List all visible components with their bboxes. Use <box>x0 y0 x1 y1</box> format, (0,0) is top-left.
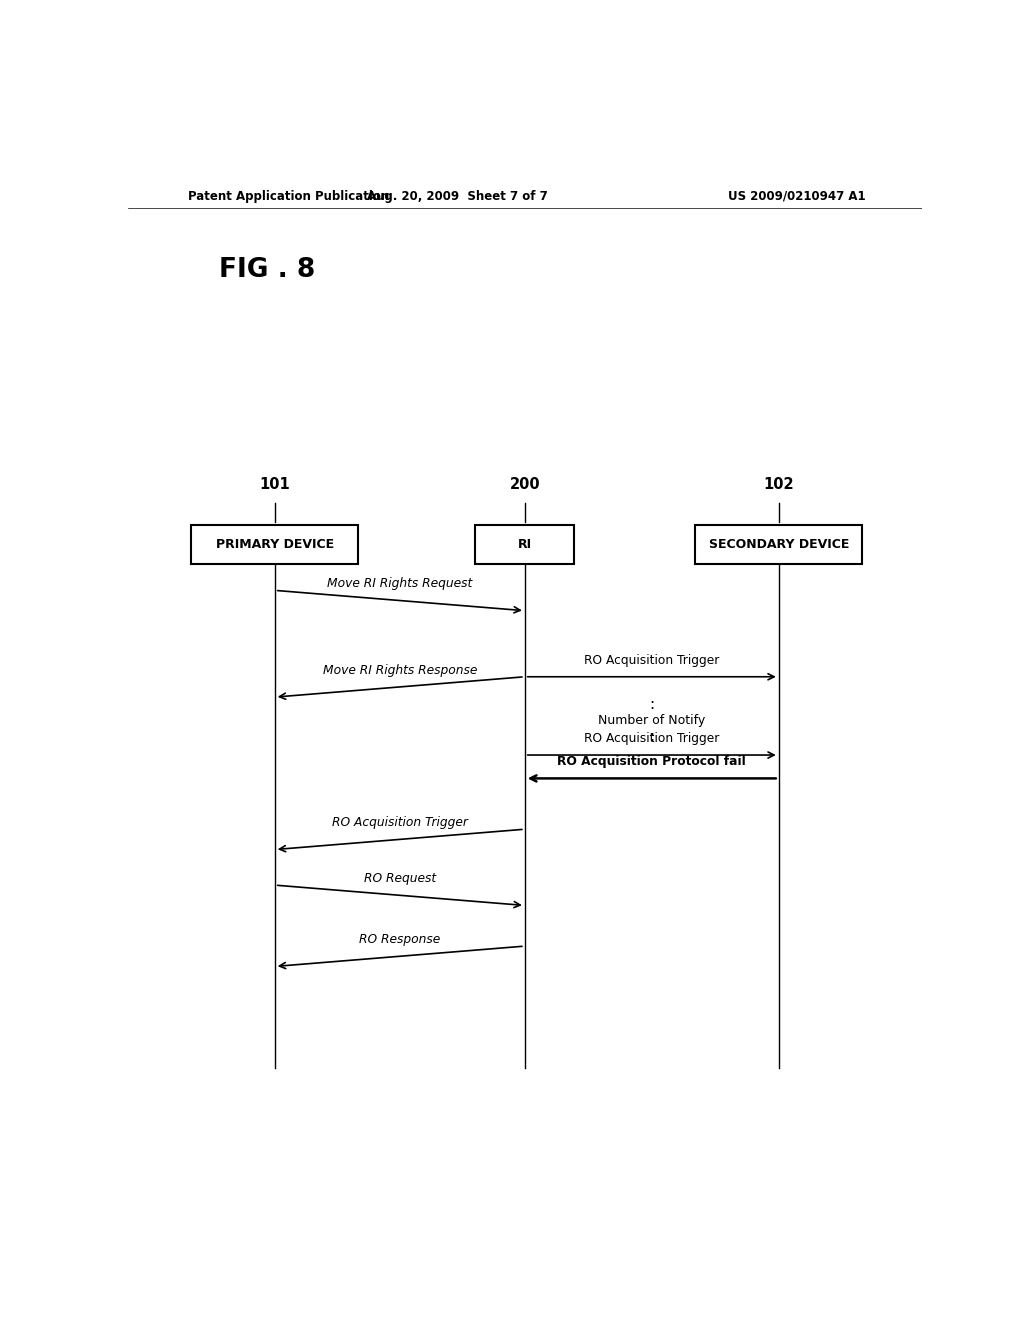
Text: RO Acquisition Protocol fail: RO Acquisition Protocol fail <box>557 755 746 768</box>
Text: Move RI Rights Response: Move RI Rights Response <box>323 664 477 677</box>
Text: :: : <box>649 729 654 744</box>
Text: RO Request: RO Request <box>364 873 436 886</box>
Text: 200: 200 <box>510 477 540 492</box>
Text: Aug. 20, 2009  Sheet 7 of 7: Aug. 20, 2009 Sheet 7 of 7 <box>367 190 548 202</box>
Text: 101: 101 <box>259 477 290 492</box>
Text: RO Acquisition Trigger: RO Acquisition Trigger <box>584 653 720 667</box>
FancyBboxPatch shape <box>475 525 574 564</box>
Text: RO Response: RO Response <box>359 933 440 946</box>
Text: Patent Application Publication: Patent Application Publication <box>187 190 389 202</box>
Text: :: : <box>649 697 654 711</box>
FancyBboxPatch shape <box>191 525 358 564</box>
Text: PRIMARY DEVICE: PRIMARY DEVICE <box>216 539 334 552</box>
Text: 102: 102 <box>764 477 794 492</box>
Text: Number of Notify: Number of Notify <box>598 714 706 727</box>
FancyBboxPatch shape <box>695 525 862 564</box>
Text: SECONDARY DEVICE: SECONDARY DEVICE <box>709 539 849 552</box>
Text: US 2009/0210947 A1: US 2009/0210947 A1 <box>728 190 866 202</box>
Text: FIG . 8: FIG . 8 <box>219 257 315 284</box>
Text: Move RI Rights Request: Move RI Rights Request <box>328 577 472 590</box>
Text: RO Acquisition Trigger: RO Acquisition Trigger <box>332 816 468 829</box>
Text: RO Acquisition Trigger: RO Acquisition Trigger <box>584 731 720 744</box>
Text: RI: RI <box>518 539 531 552</box>
